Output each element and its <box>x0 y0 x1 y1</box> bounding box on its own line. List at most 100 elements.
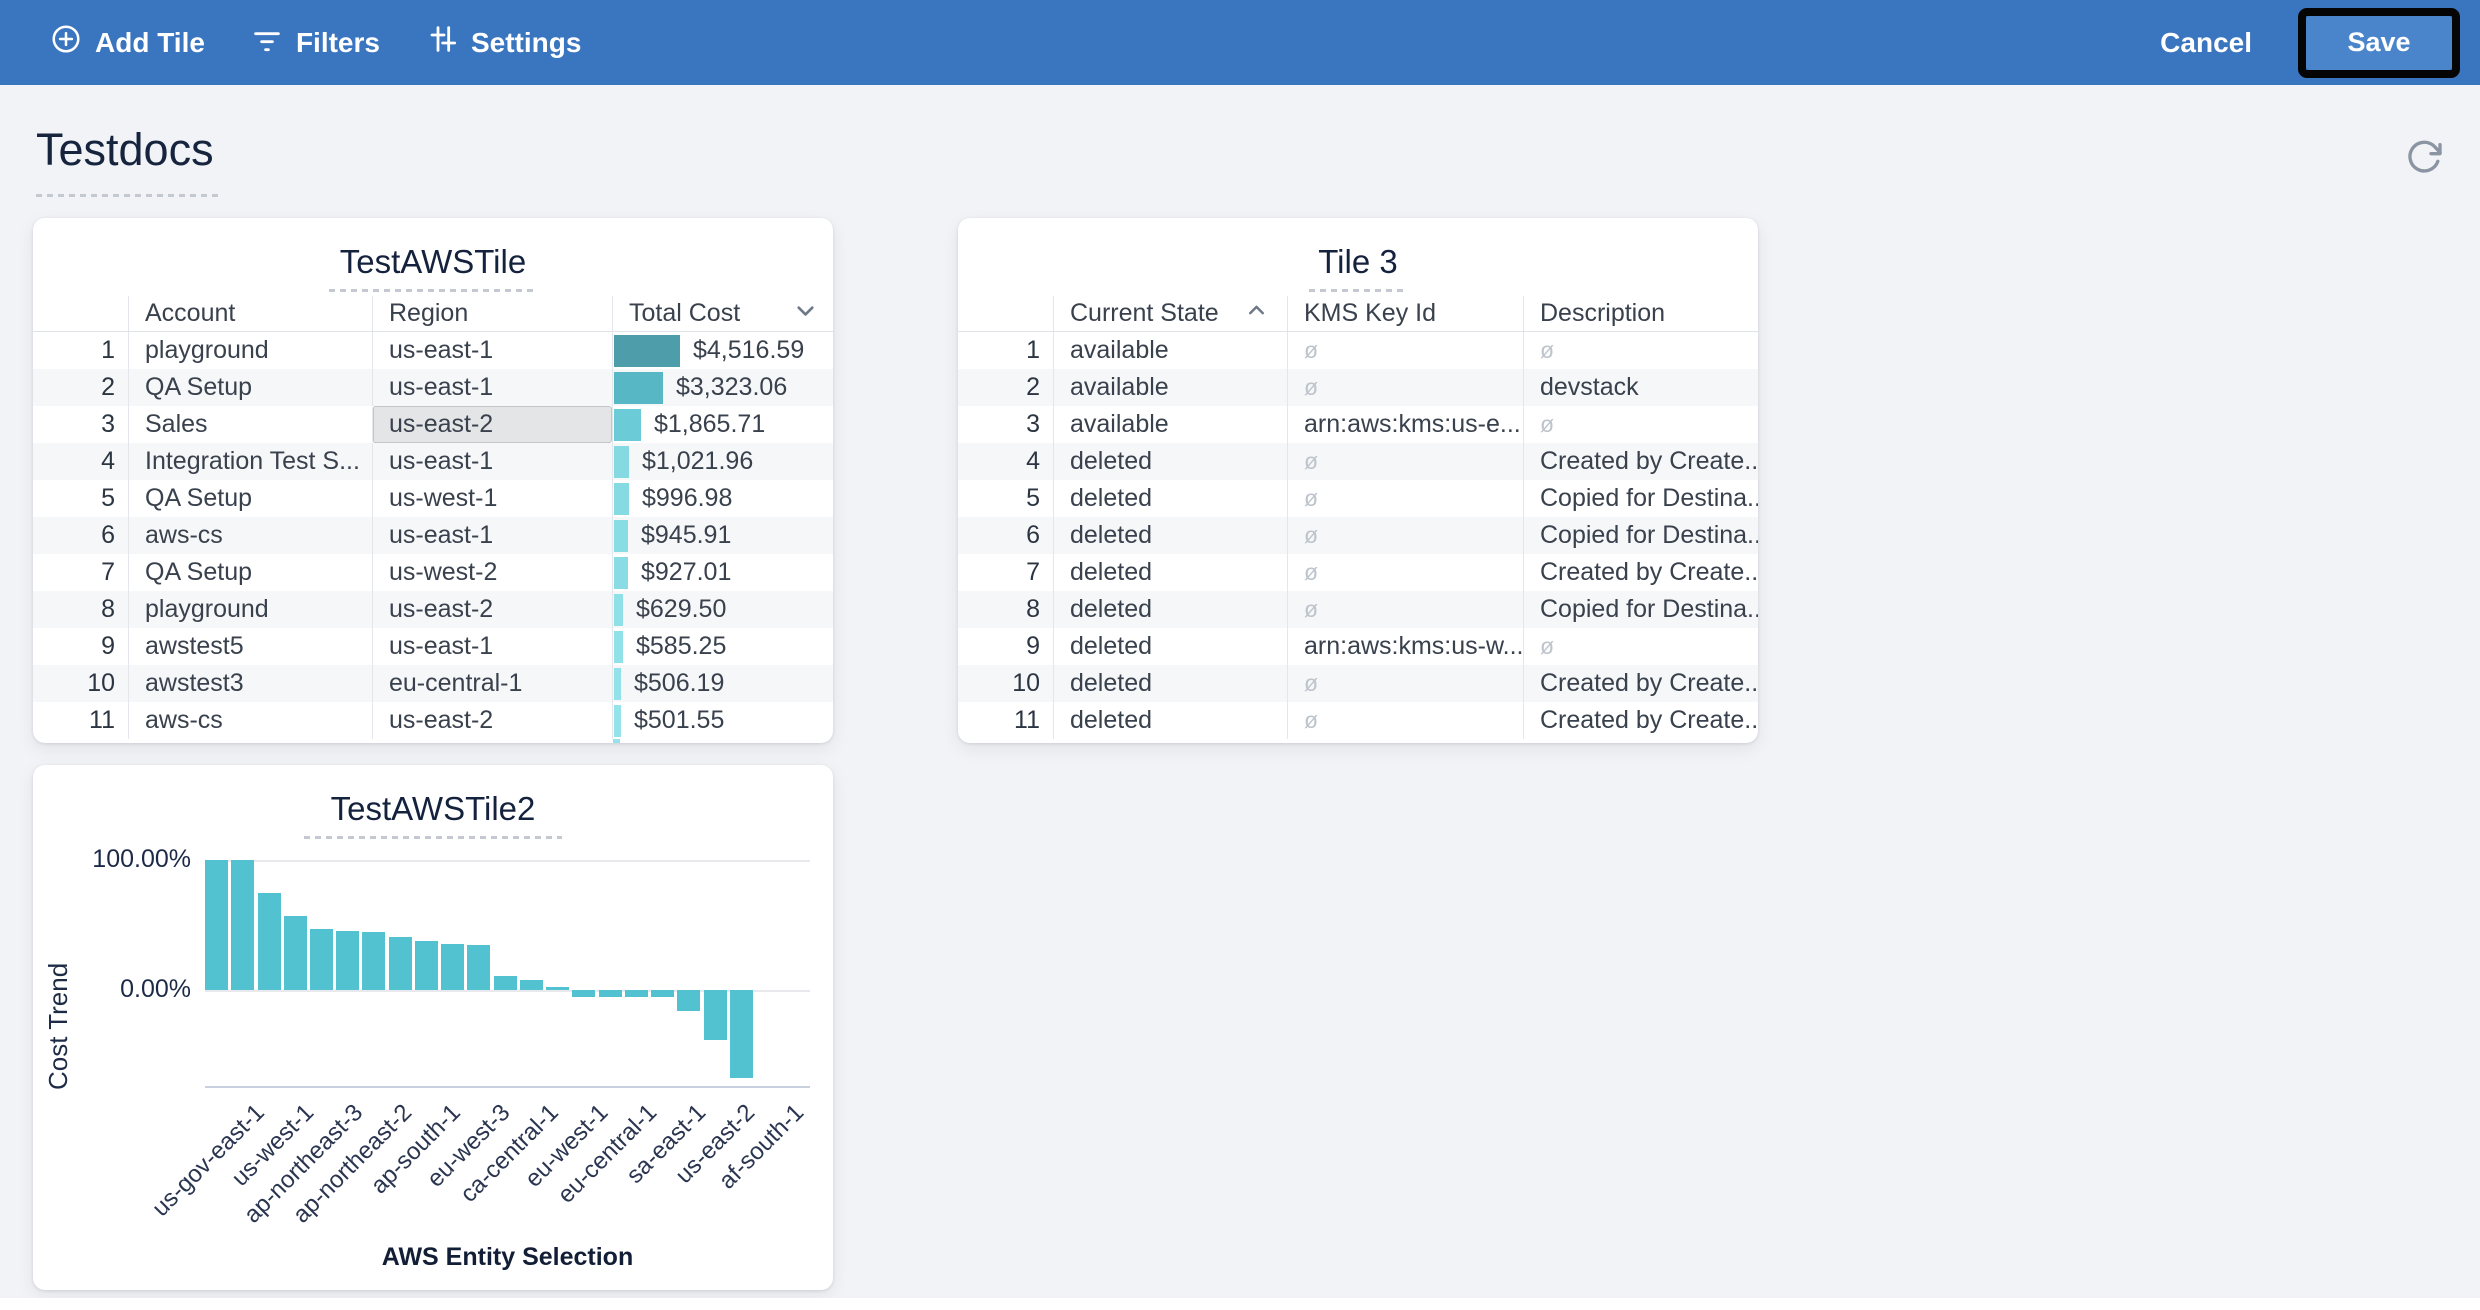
filters-button[interactable]: Filters <box>251 23 380 62</box>
chart-bar[interactable] <box>336 930 360 990</box>
region-cell[interactable]: us-west-1 <box>372 480 612 517</box>
chart-bar[interactable] <box>598 990 622 997</box>
region-cell[interactable]: us-east-1 <box>372 369 612 406</box>
region-cell[interactable]: us-east-1 <box>372 443 612 480</box>
current-state-cell[interactable]: deleted <box>1053 443 1287 480</box>
total-cost-cell[interactable]: $506.19 <box>612 665 833 702</box>
tile-title[interactable]: Tile 3 <box>1318 243 1398 280</box>
account-cell[interactable]: Integration Test S... <box>128 443 372 480</box>
kms-key-id-cell[interactable]: ø <box>1287 443 1523 480</box>
chart-bar[interactable] <box>441 943 465 990</box>
total-cost-cell[interactable]: $4,516.59 <box>612 332 833 369</box>
current-state-cell[interactable]: deleted <box>1053 702 1287 739</box>
chart-bar[interactable] <box>467 944 491 990</box>
chart-bar[interactable] <box>703 990 727 1041</box>
column-header-total-cost[interactable]: Total Cost <box>612 296 833 331</box>
description-cell[interactable]: ø <box>1523 332 1758 369</box>
kms-key-id-cell[interactable]: ø <box>1287 369 1523 406</box>
region-cell[interactable]: us-east-1 <box>372 517 612 554</box>
region-cell[interactable]: us-east-1 <box>372 332 612 369</box>
account-cell[interactable]: QA Setup <box>128 369 372 406</box>
chart-bar[interactable] <box>388 936 412 990</box>
current-state-cell[interactable]: available <box>1053 369 1287 406</box>
description-cell[interactable]: Copied for Destina... <box>1523 517 1758 554</box>
total-cost-cell[interactable]: $945.91 <box>612 517 833 554</box>
chart-bar[interactable] <box>624 990 648 997</box>
region-cell[interactable]: us-east-1 <box>372 628 612 665</box>
kms-key-id-cell[interactable]: ø <box>1287 480 1523 517</box>
chart-bar[interactable] <box>362 931 386 990</box>
account-cell[interactable]: QA Setup <box>128 554 372 591</box>
current-state-cell[interactable]: deleted <box>1053 591 1287 628</box>
account-cell[interactable]: awstest5 <box>128 628 372 665</box>
kms-key-id-cell[interactable]: arn:aws:kms:us-e... <box>1287 406 1523 443</box>
total-cost-cell[interactable]: $3,323.06 <box>612 369 833 406</box>
account-cell[interactable]: playground <box>128 332 372 369</box>
save-button[interactable]: Save <box>2306 15 2452 70</box>
chart-bar[interactable] <box>729 990 753 1079</box>
current-state-cell[interactable]: available <box>1053 332 1287 369</box>
refresh-button[interactable] <box>2402 136 2446 180</box>
description-cell[interactable]: Copied for Destina... <box>1523 591 1758 628</box>
kms-key-id-cell[interactable]: ø <box>1287 517 1523 554</box>
account-cell[interactable]: playground <box>128 591 372 628</box>
description-cell[interactable]: ø <box>1523 406 1758 443</box>
add-tile-button[interactable]: Add Tile <box>50 23 205 62</box>
current-state-cell[interactable]: deleted <box>1053 665 1287 702</box>
chart-bar[interactable] <box>493 976 517 990</box>
region-cell[interactable]: us-west-2 <box>372 554 612 591</box>
total-cost-cell[interactable]: $1,865.71 <box>612 406 833 443</box>
total-cost-cell[interactable]: $927.01 <box>612 554 833 591</box>
current-state-cell[interactable]: deleted <box>1053 480 1287 517</box>
total-cost-cell[interactable]: $996.98 <box>612 480 833 517</box>
account-cell[interactable]: aws-cs <box>128 702 372 739</box>
account-cell[interactable]: awstest3 <box>128 665 372 702</box>
total-cost-cell[interactable]: $501.55 <box>612 702 833 739</box>
current-state-cell[interactable]: deleted <box>1053 517 1287 554</box>
chart-bar[interactable] <box>414 940 438 990</box>
description-cell[interactable]: Created by Create... <box>1523 665 1758 702</box>
account-cell[interactable]: QA Setup <box>128 480 372 517</box>
current-state-cell[interactable]: deleted <box>1053 628 1287 665</box>
kms-key-id-cell[interactable]: ø <box>1287 665 1523 702</box>
chart-bar[interactable] <box>257 892 281 990</box>
kms-key-id-cell[interactable]: arn:aws:kms:us-w... <box>1287 628 1523 665</box>
column-header-account[interactable]: Account <box>128 296 372 331</box>
column-header-region[interactable]: Region <box>372 296 612 331</box>
description-cell[interactable]: Created by Create... <box>1523 443 1758 480</box>
kms-key-id-cell[interactable]: ø <box>1287 332 1523 369</box>
cancel-button[interactable]: Cancel <box>2160 26 2252 58</box>
total-cost-cell[interactable]: $1,021.96 <box>612 443 833 480</box>
chart-bar[interactable] <box>651 990 675 997</box>
description-cell[interactable]: Copied for Destina... <box>1523 480 1758 517</box>
region-cell[interactable]: us-east-2 <box>372 702 612 739</box>
kms-key-id-cell[interactable]: ø <box>1287 591 1523 628</box>
tile-title[interactable]: TestAWSTile <box>339 243 527 280</box>
description-cell[interactable]: devstack <box>1523 369 1758 406</box>
tile-title[interactable]: TestAWSTile2 <box>330 790 536 827</box>
current-state-cell[interactable]: available <box>1053 406 1287 443</box>
page-title[interactable]: Testdocs <box>36 124 214 175</box>
chart-bar[interactable] <box>205 860 228 990</box>
chart-bar[interactable] <box>572 990 596 997</box>
chart-bar[interactable] <box>310 928 333 990</box>
chart-bar[interactable] <box>546 986 570 990</box>
region-cell[interactable]: us-east-2 <box>372 591 612 628</box>
region-cell-selected[interactable]: us-east-2 <box>372 406 612 443</box>
account-cell[interactable]: Sales <box>128 406 372 443</box>
column-header-kms-key-id[interactable]: KMS Key Id <box>1287 296 1523 331</box>
chart-bar[interactable] <box>231 860 255 990</box>
settings-button[interactable]: Settings <box>426 23 581 62</box>
column-header-description[interactable]: Description <box>1523 296 1758 331</box>
region-cell[interactable]: eu-central-1 <box>372 665 612 702</box>
description-cell[interactable]: Created by Create... <box>1523 554 1758 591</box>
total-cost-cell[interactable]: $629.50 <box>612 591 833 628</box>
description-cell[interactable]: Created by Create... <box>1523 702 1758 739</box>
chart-bar[interactable] <box>519 980 543 990</box>
current-state-cell[interactable]: deleted <box>1053 554 1287 591</box>
total-cost-cell[interactable]: $585.25 <box>612 628 833 665</box>
description-cell[interactable]: ø <box>1523 628 1758 665</box>
kms-key-id-cell[interactable]: ø <box>1287 554 1523 591</box>
chart-bar[interactable] <box>283 915 307 990</box>
account-cell[interactable]: aws-cs <box>128 517 372 554</box>
